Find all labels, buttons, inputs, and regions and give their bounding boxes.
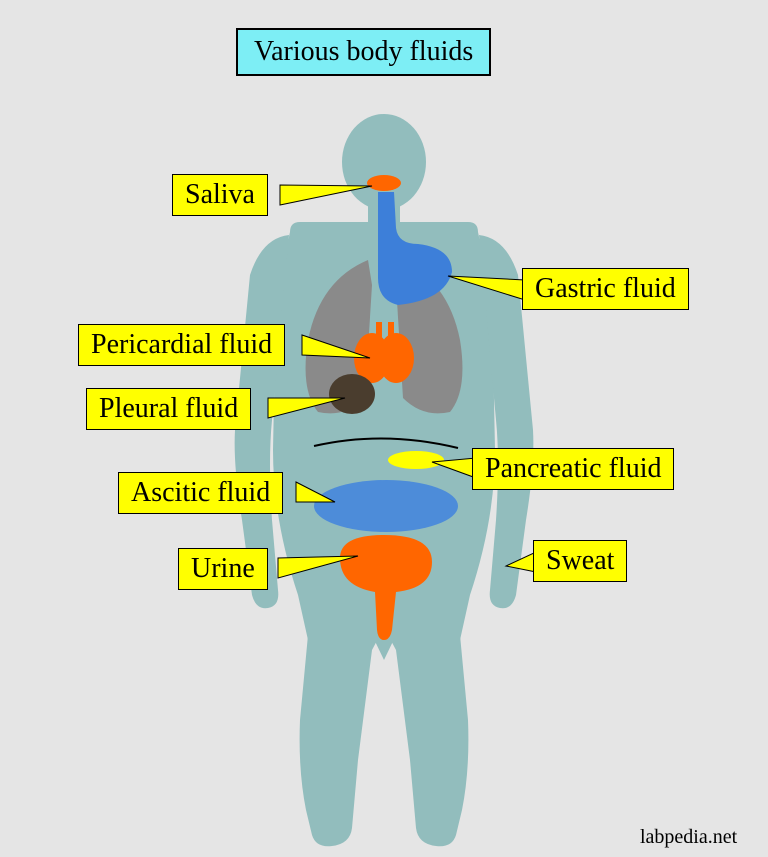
pleural-organ bbox=[329, 374, 375, 414]
label-pleural: Pleural fluid bbox=[86, 388, 251, 430]
label-urine: Urine bbox=[178, 548, 268, 590]
attribution-text: labpedia.net bbox=[640, 826, 737, 849]
label-ascitic: Ascitic fluid bbox=[118, 472, 283, 514]
label-saliva: Saliva bbox=[172, 174, 268, 216]
label-pericardial: Pericardial fluid bbox=[78, 324, 285, 366]
diagram-title: Various body fluids bbox=[236, 28, 491, 76]
saliva-organ bbox=[367, 175, 401, 191]
label-gastric: Gastric fluid bbox=[522, 268, 689, 310]
label-sweat: Sweat bbox=[533, 540, 627, 582]
pancreatic-organ bbox=[388, 451, 444, 469]
label-pancreatic: Pancreatic fluid bbox=[472, 448, 674, 490]
ascitic-organ bbox=[314, 480, 458, 532]
